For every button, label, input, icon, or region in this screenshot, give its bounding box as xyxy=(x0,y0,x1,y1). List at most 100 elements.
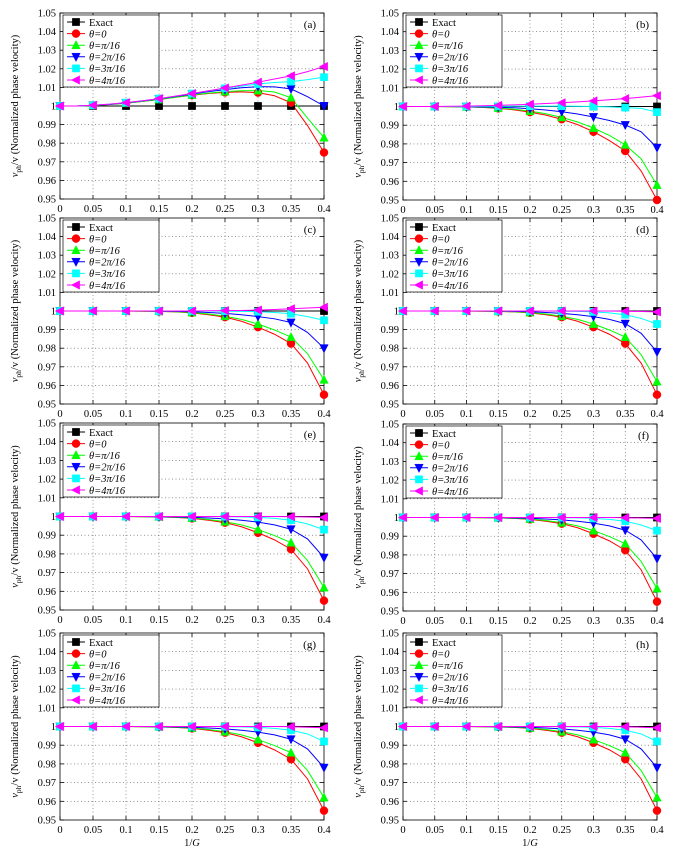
legend-label-theta-2pi-16: θ=2π/16 xyxy=(432,258,469,269)
legend-marker-theta-3pi-16 xyxy=(415,269,423,278)
chart-panel-g: 0 0.05 0.1 0.15 0.2 0.25 0.3 0.35 0.4 0.95 0.96 0.9… xyxy=(10,629,331,850)
legend-label-theta-2pi-16: θ=2π/16 xyxy=(89,53,126,64)
legend-marker-theta-3pi-16 xyxy=(415,64,423,73)
data-point-theta-pi-16 xyxy=(588,122,599,132)
y-tick-label: 0.96 xyxy=(38,381,56,392)
legend-label-theta-3pi-16: θ=3π/16 xyxy=(432,684,469,695)
legend-label-theta-0: θ=0 xyxy=(89,439,107,450)
y-tick-label: 0.97 xyxy=(381,158,399,169)
y-axis-label: vph/v (Normalized phase velocity) xyxy=(353,655,366,798)
y-tick-label: 1.01 xyxy=(38,83,56,94)
data-point-theta-4pi-16 xyxy=(429,512,439,523)
data-point-theta-4pi-16 xyxy=(493,512,503,523)
y-tick-label: 1.03 xyxy=(381,46,399,57)
x-tick-label: 0.1 xyxy=(119,409,132,420)
legend-label-theta-3pi-16: θ=3π/16 xyxy=(89,64,126,75)
x-axis-label-text: 1/ xyxy=(522,838,530,849)
x-tick-label: 0.2 xyxy=(185,615,198,626)
legend-marker-theta-pi-16 xyxy=(71,40,81,50)
y-tick-label: 1.01 xyxy=(381,288,399,299)
data-point-theta-pi-16 xyxy=(620,747,630,757)
data-point-theta-4pi-16 xyxy=(87,511,97,522)
x-tick-label: 0.2 xyxy=(185,204,198,215)
data-point-theta-3pi-16 xyxy=(653,108,661,116)
data-point-theta-4pi-16 xyxy=(429,306,439,316)
y-axis-label-rest: /v (Normalized phase velocity) xyxy=(10,655,21,786)
y-axis-label-sub: ph xyxy=(357,576,366,584)
x-tick-label: 0.3 xyxy=(251,204,264,215)
data-point-theta-4pi-16 xyxy=(285,71,295,81)
series-group xyxy=(397,721,662,815)
legend-label-exact: Exact xyxy=(89,638,113,649)
y-tick-label: 0.95 xyxy=(38,195,56,206)
legend-label-exact: Exact xyxy=(432,429,456,440)
data-point-theta-2pi-16 xyxy=(620,319,630,329)
y-axis-label: vph/v (Normalized phase velocity) xyxy=(10,655,23,798)
data-point-theta-4pi-16 xyxy=(87,306,97,316)
y-tick-label: 1.02 xyxy=(381,65,399,76)
data-point-theta-4pi-16 xyxy=(318,302,328,312)
legend-marker-theta-4pi-16 xyxy=(70,280,80,290)
x-tick-label: 0.05 xyxy=(84,204,102,215)
data-point-theta-4pi-16 xyxy=(219,83,229,93)
data-point-theta-4pi-16 xyxy=(651,307,661,317)
data-point-theta-pi-16 xyxy=(620,139,630,149)
data-point-theta-pi-16 xyxy=(253,318,263,328)
x-tick-label: 0.1 xyxy=(460,409,473,420)
legend-marker-theta-3pi-16 xyxy=(72,684,80,693)
legend-marker-theta-0 xyxy=(71,234,81,243)
data-point-theta-3pi-16 xyxy=(621,103,630,112)
y-axis-label-sub: ph xyxy=(357,785,366,793)
legend-label-theta-4pi-16: θ=4π/16 xyxy=(432,281,469,292)
x-tick-label: 0.2 xyxy=(523,409,536,420)
legend-label-exact: Exact xyxy=(432,223,456,234)
x-tick-label: 0.15 xyxy=(150,615,168,626)
data-point-theta-4pi-16 xyxy=(153,306,163,316)
x-tick-label: 0 xyxy=(57,615,62,626)
y-tick-label: 1.01 xyxy=(38,703,56,714)
x-tick-label: 0.25 xyxy=(553,205,571,216)
data-point-theta-pi-16 xyxy=(319,582,329,592)
legend-marker-exact xyxy=(415,223,423,231)
panel-label: (e) xyxy=(304,429,317,441)
x-tick-label: 0.05 xyxy=(426,616,444,627)
legend-marker-theta-3pi-16 xyxy=(72,269,80,278)
data-point-theta-4pi-16 xyxy=(397,721,407,732)
chart-panel-e: 0 0.05 0.1 0.15 0.2 0.25 0.3 0.35 0.4 0.95 0.96 0.9… xyxy=(10,419,331,627)
y-tick-label: 0.99 xyxy=(381,325,399,336)
legend-marker-theta-3pi-16 xyxy=(415,684,423,693)
y-tick-label: 1.02 xyxy=(38,685,56,696)
data-point-theta-pi-16 xyxy=(652,376,662,386)
x-tick-label: 0 xyxy=(400,825,405,836)
y-tick-label: 1 xyxy=(51,512,56,523)
legend-box xyxy=(405,425,503,499)
legend-marker-theta-3pi-16 xyxy=(415,475,423,484)
x-tick-label: 0.3 xyxy=(587,616,600,627)
legend-label-theta-0: θ=0 xyxy=(432,234,450,245)
data-point-theta-4pi-16 xyxy=(461,512,471,523)
x-tick-label: 0.35 xyxy=(282,825,300,836)
y-tick-label: 0.98 xyxy=(381,759,399,770)
y-tick-label: 1.02 xyxy=(381,685,399,696)
x-tick-label: 0.4 xyxy=(317,825,331,836)
data-point-theta-4pi-16 xyxy=(252,77,262,87)
y-tick-label: 0.97 xyxy=(381,778,399,789)
data-point-theta-3pi-16 xyxy=(653,526,661,535)
data-point-theta-4pi-16 xyxy=(461,721,471,732)
legend-marker-theta-2pi-16 xyxy=(71,257,81,267)
x-tick-label: 0.15 xyxy=(489,205,507,216)
legend-marker-theta-0 xyxy=(414,234,424,243)
y-tick-label: 1 xyxy=(394,722,399,733)
data-point-theta-0 xyxy=(652,597,662,606)
y-axis-label-var: v xyxy=(353,584,364,589)
legend-label-theta-2pi-16: θ=2π/16 xyxy=(89,258,126,269)
data-point-theta-4pi-16 xyxy=(556,98,566,108)
x-tick-label: 0.3 xyxy=(251,615,264,626)
y-axis-label-sub: ph xyxy=(14,165,23,173)
data-point-theta-pi-16 xyxy=(620,331,630,341)
data-point-theta-4pi-16 xyxy=(186,721,196,732)
y-axis-label-var: v xyxy=(10,583,21,588)
y-tick-label: 1.05 xyxy=(381,420,399,431)
